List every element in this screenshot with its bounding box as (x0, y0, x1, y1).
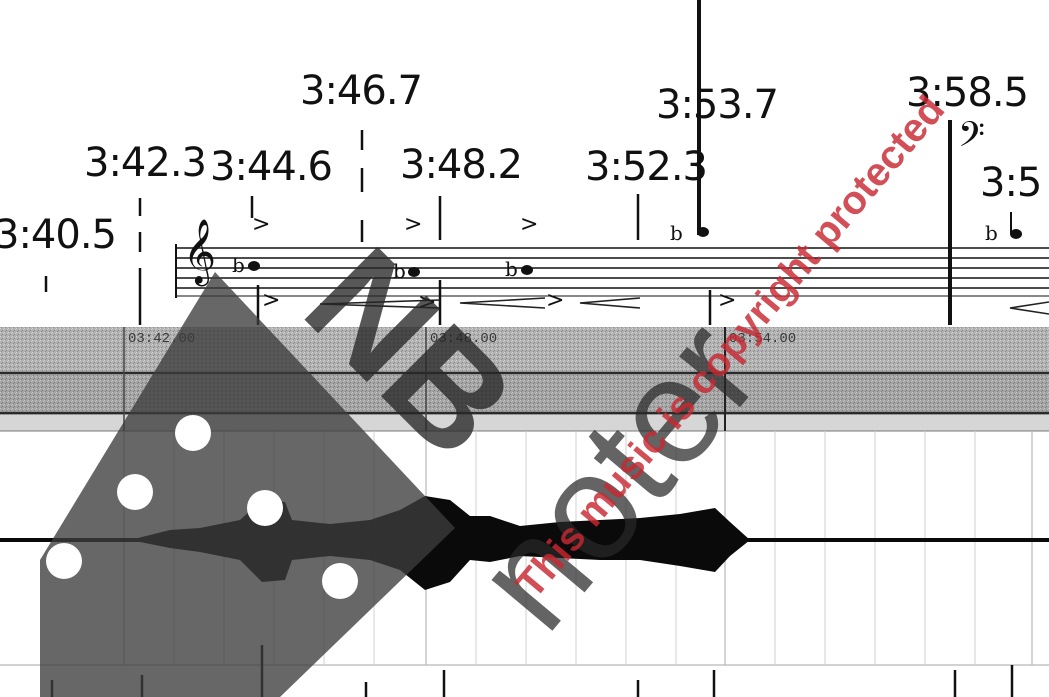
svg-text:b: b (670, 221, 683, 245)
ruler-time-label: 03:54.00 (729, 331, 797, 347)
timestamp-label: 3:42.3 (84, 140, 207, 186)
timestamp-label: 3:52.3 (585, 144, 708, 190)
ruler-time-label: 03:48.00 (430, 331, 498, 347)
accent-mark: > (404, 212, 423, 237)
note-stems (697, 212, 1012, 234)
timestamp-label: 3:5 (980, 160, 1042, 206)
bass-clef-icon: 𝄢 (958, 114, 986, 163)
barlines (697, 0, 952, 325)
timestamp-label: 3:58.5 (906, 70, 1029, 116)
svg-text:b: b (505, 257, 518, 281)
treble-clef-icon: 𝄞 (183, 219, 217, 284)
music-staff (175, 244, 1049, 298)
flat-notes (248, 227, 1022, 277)
timestamp-label: 3:46.7 (300, 68, 423, 114)
accent-mark: > (546, 288, 565, 313)
svg-text:b: b (232, 253, 245, 277)
timestamp-label: 3:40.5 (0, 212, 117, 258)
svg-text:b: b (985, 221, 998, 245)
timestamp-label: 3:48.2 (400, 142, 523, 188)
accent-mark: > (418, 290, 437, 315)
accent-mark: > (262, 288, 281, 313)
timestamp-label: 3:53.7 (656, 82, 779, 128)
flat-signs: b b b b b (232, 221, 998, 283)
time-tick-markers (44, 130, 712, 325)
timestamp-label: 3:44.6 (210, 144, 333, 190)
accent-mark: > (718, 288, 737, 313)
accent-mark: > (520, 212, 539, 237)
hairpins (319, 297, 1049, 315)
accent-mark: > (252, 212, 271, 237)
svg-text:b: b (393, 259, 406, 283)
